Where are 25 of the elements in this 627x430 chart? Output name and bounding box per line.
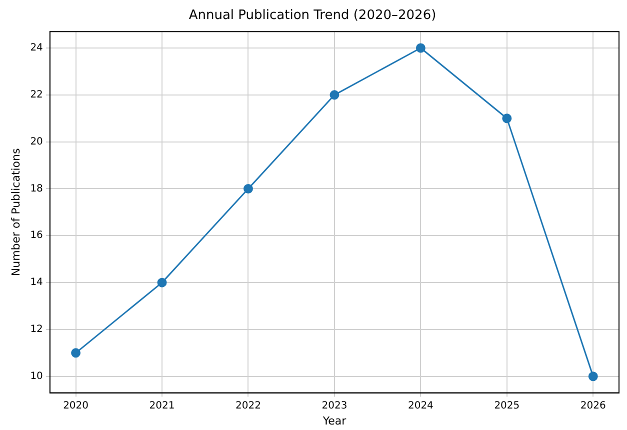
x-tick-label: 2024 [408, 400, 434, 412]
point [330, 90, 340, 100]
point [157, 278, 167, 288]
y-tick-label: 16 [30, 230, 43, 242]
y-tick-label: 24 [30, 42, 43, 54]
x-axis-title: Year [322, 414, 347, 428]
y-tick-label: 20 [30, 136, 43, 148]
y-tick-label: 10 [30, 370, 43, 382]
y-tick-label: 14 [30, 277, 43, 288]
y-axis-title: Number of Publications [9, 148, 22, 276]
point [71, 348, 81, 358]
x-tick-label: 2025 [494, 400, 520, 412]
y-tick-label: 22 [30, 90, 43, 101]
point [416, 43, 426, 53]
point [588, 372, 598, 382]
point [502, 114, 512, 124]
chart-title: Annual Publication Trend (2020–2026) [188, 8, 436, 24]
x-tick-label: 2022 [236, 400, 261, 412]
point [243, 184, 253, 194]
y-tick-label: 18 [30, 183, 43, 194]
y-tick-label: 12 [30, 324, 43, 336]
x-tick-label: 2020 [63, 400, 89, 412]
x-tick-label: 2021 [149, 400, 175, 412]
x-tick-label: 2026 [580, 400, 606, 412]
x-tick-label: 2023 [322, 400, 348, 412]
